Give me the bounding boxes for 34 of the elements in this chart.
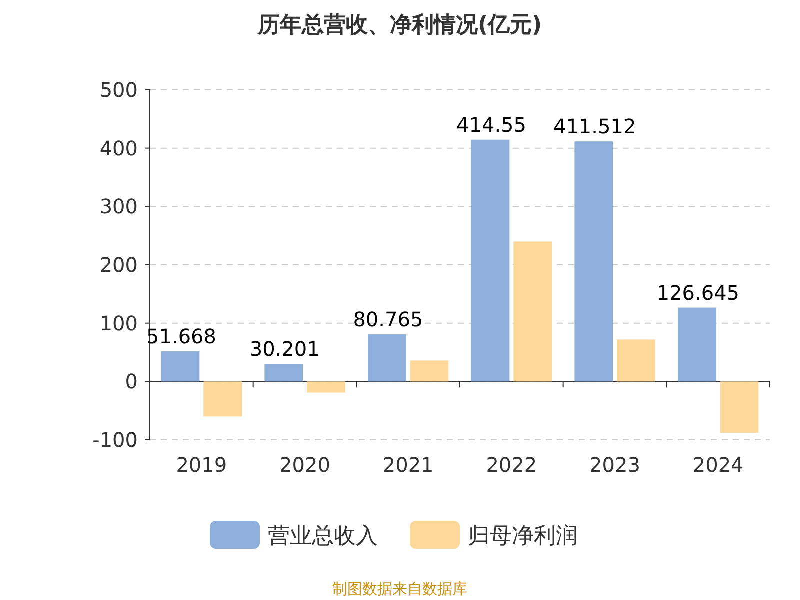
y-tick-label: 500: [100, 78, 138, 102]
bar: [161, 352, 200, 382]
bar: [471, 140, 510, 382]
y-tick-label: 300: [100, 194, 138, 219]
legend-label: 归母净利润: [468, 524, 578, 549]
data-label: 30.201: [250, 337, 320, 362]
data-label: 126.645: [656, 280, 740, 305]
bar: [410, 360, 449, 382]
bar: [617, 340, 656, 382]
bar: [307, 382, 346, 393]
y-tick-label: 0: [125, 370, 138, 394]
x-tick-label: 2021: [382, 453, 434, 477]
legend-label: 营业总收入: [268, 524, 378, 549]
x-tick-label: 2020: [280, 453, 330, 477]
bar: [514, 242, 552, 382]
data-label: 414.55: [456, 112, 527, 137]
y-tick-label: 100: [100, 311, 138, 336]
x-tick-label: 2024: [692, 453, 744, 477]
text: 制图数据来自数据库: [332, 580, 468, 598]
bar: [720, 382, 759, 433]
data-label: 411.512: [553, 114, 636, 139]
data-label: 80.765: [353, 308, 424, 332]
bar: [368, 334, 406, 382]
bar: [204, 382, 242, 417]
bar: [574, 142, 613, 382]
y-tick-label: 400: [100, 136, 138, 160]
x-tick-label: 2022: [486, 453, 538, 477]
y-tick-label: -100: [92, 428, 138, 452]
bar: [678, 308, 716, 382]
bar: [264, 364, 303, 382]
chart-title: 历年总营收、净利情况(亿元): [256, 13, 542, 38]
x-tick-label: 2019: [176, 453, 228, 477]
x-tick-label: 2023: [590, 453, 640, 477]
y-tick-label: 200: [100, 253, 138, 277]
